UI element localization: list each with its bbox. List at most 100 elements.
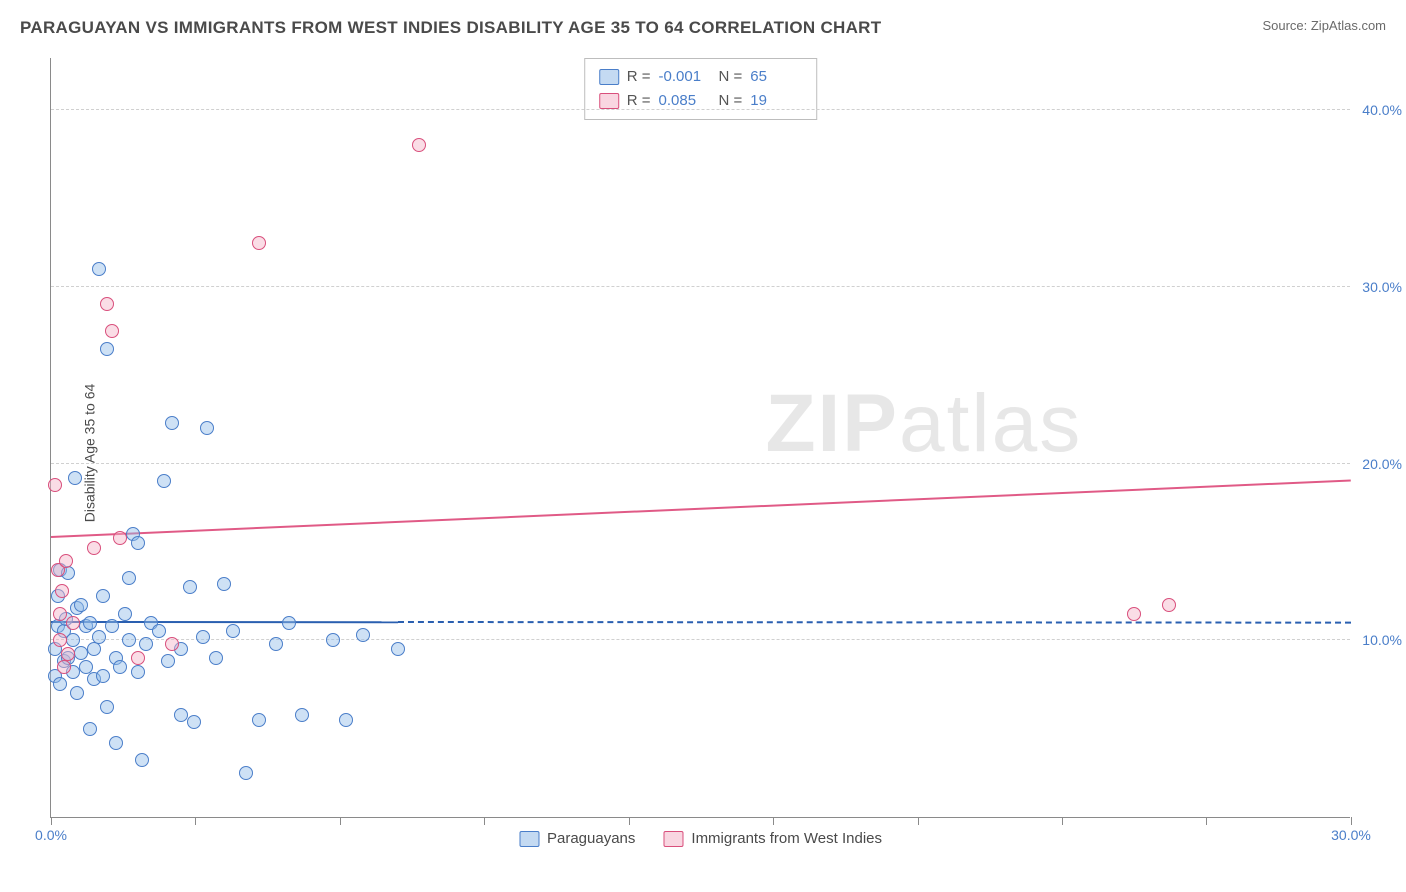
swatch-blue [599, 69, 619, 85]
y-tick-label: 20.0% [1362, 456, 1402, 472]
data-point [1127, 607, 1141, 621]
x-tick-label: 0.0% [35, 827, 67, 843]
x-tick-label: 30.0% [1331, 827, 1371, 843]
r-label: R = [627, 65, 651, 89]
data-point [295, 708, 309, 722]
data-point [66, 633, 80, 647]
data-point [74, 598, 88, 612]
data-point [339, 713, 353, 727]
data-point [174, 708, 188, 722]
data-point [96, 669, 110, 683]
trendline-west-indies [51, 479, 1351, 538]
header: PARAGUAYAN VS IMMIGRANTS FROM WEST INDIE… [0, 0, 1406, 46]
gridline [51, 639, 1350, 640]
data-point [105, 619, 119, 633]
scatter-plot: ZIPatlas R = -0.001 N = 65 R = 0.085 N =… [50, 58, 1350, 818]
data-point [122, 633, 136, 647]
data-point [131, 651, 145, 665]
data-point [113, 531, 127, 545]
data-point [100, 700, 114, 714]
data-point [412, 138, 426, 152]
data-point [53, 607, 67, 621]
swatch-pink [663, 831, 683, 847]
legend-item-west-indies: Immigrants from West Indies [663, 830, 882, 847]
data-point [48, 478, 62, 492]
x-tick [1206, 817, 1207, 825]
data-point [87, 642, 101, 656]
data-point [135, 753, 149, 767]
legend-item-paraguayans: Paraguayans [519, 830, 635, 847]
data-point [217, 577, 231, 591]
data-point [209, 651, 223, 665]
data-point [165, 637, 179, 651]
data-point [356, 628, 370, 642]
data-point [391, 642, 405, 656]
data-point [1162, 598, 1176, 612]
data-point [269, 637, 283, 651]
data-point [326, 633, 340, 647]
data-point [70, 686, 84, 700]
data-point [92, 630, 106, 644]
x-tick [773, 817, 774, 825]
data-point [183, 580, 197, 594]
x-tick [484, 817, 485, 825]
data-point [61, 647, 75, 661]
data-point [226, 624, 240, 638]
data-point [96, 589, 110, 603]
x-tick [629, 817, 630, 825]
trendline-paraguayans-extrapolated [398, 621, 1351, 624]
gridline [51, 463, 1350, 464]
data-point [57, 660, 71, 674]
data-point [92, 262, 106, 276]
data-point [252, 236, 266, 250]
watermark: ZIPatlas [765, 377, 1082, 471]
x-tick [51, 817, 52, 825]
trendline-paraguayans [51, 621, 398, 623]
legend-row-1: R = -0.001 N = 65 [599, 65, 803, 89]
data-point [200, 421, 214, 435]
data-point [68, 471, 82, 485]
data-point [79, 660, 93, 674]
data-point [109, 736, 123, 750]
data-point [152, 624, 166, 638]
data-point [100, 297, 114, 311]
gridline [51, 286, 1350, 287]
data-point [131, 536, 145, 550]
data-point [83, 616, 97, 630]
data-point [53, 677, 67, 691]
data-point [282, 616, 296, 630]
x-tick [1351, 817, 1352, 825]
source-attribution: Source: ZipAtlas.com [1262, 18, 1386, 33]
data-point [187, 715, 201, 729]
n-label: N = [719, 65, 743, 89]
x-tick [918, 817, 919, 825]
data-point [157, 474, 171, 488]
y-tick-label: 30.0% [1362, 279, 1402, 295]
legend-label: Immigrants from West Indies [691, 830, 882, 847]
n-value: 65 [750, 65, 802, 89]
data-point [131, 665, 145, 679]
y-tick-label: 10.0% [1362, 632, 1402, 648]
swatch-pink [599, 93, 619, 109]
x-tick [195, 817, 196, 825]
x-tick [340, 817, 341, 825]
data-point [59, 554, 73, 568]
data-point [53, 633, 67, 647]
data-point [74, 646, 88, 660]
data-point [139, 637, 153, 651]
r-value: -0.001 [659, 65, 711, 89]
chart-title: PARAGUAYAN VS IMMIGRANTS FROM WEST INDIE… [20, 18, 881, 38]
data-point [161, 654, 175, 668]
data-point [83, 722, 97, 736]
legend-label: Paraguayans [547, 830, 635, 847]
legend-series: Paraguayans Immigrants from West Indies [519, 830, 882, 847]
data-point [105, 324, 119, 338]
watermark-atlas: atlas [899, 378, 1082, 469]
data-point [118, 607, 132, 621]
data-point [252, 713, 266, 727]
data-point [100, 342, 114, 356]
watermark-zip: ZIP [765, 378, 899, 469]
gridline [51, 109, 1350, 110]
data-point [196, 630, 210, 644]
data-point [165, 416, 179, 430]
